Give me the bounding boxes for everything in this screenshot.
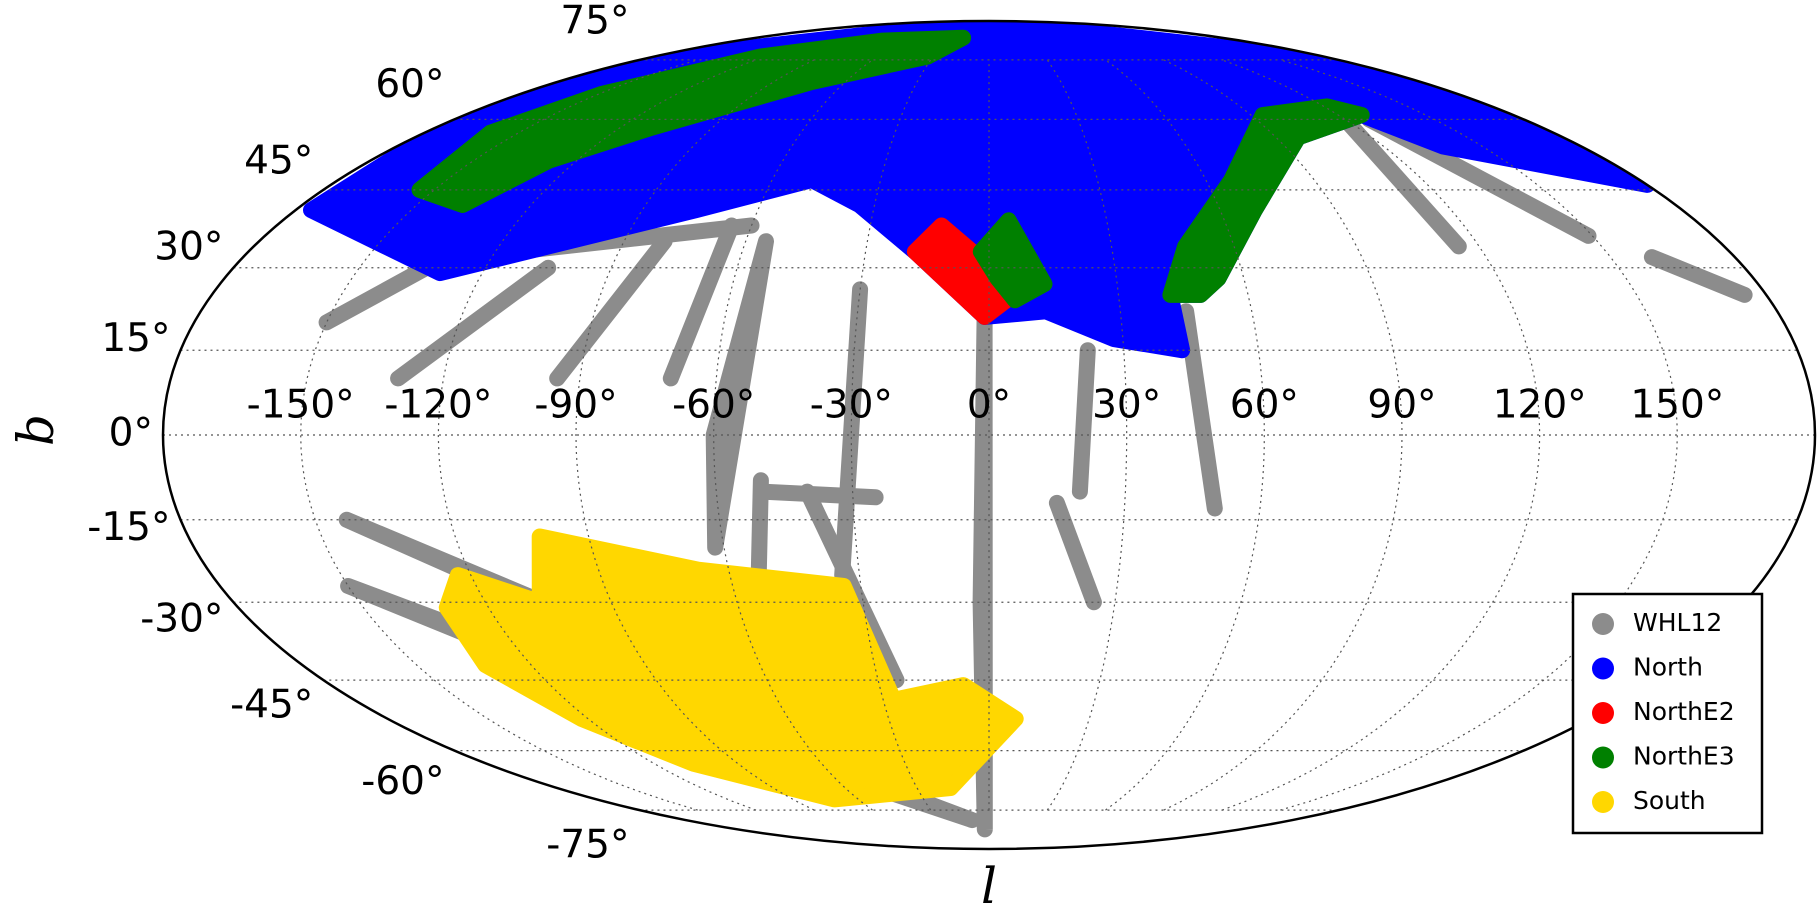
x-tick-label: 150° (1630, 383, 1724, 428)
legend-label: North (1633, 653, 1703, 682)
footprint (1162, 98, 1370, 303)
meridian-grid-line (850, 59, 932, 811)
y-tick-label: 0° (109, 411, 153, 456)
y-tick-label: -45° (230, 682, 313, 727)
footprint (662, 217, 740, 387)
footprint (411, 29, 972, 213)
x-tick-label: -90° (534, 383, 617, 428)
footprint (438, 528, 1024, 808)
sky-boundary (161, 19, 1817, 851)
x-tick-label: -60° (672, 383, 755, 428)
footprint (1333, 107, 1467, 255)
y-tick-label: -15° (87, 505, 170, 550)
y-tick-label: 75° (560, 0, 629, 44)
x-tick-label: 0° (967, 383, 1011, 428)
x-tick-label: -150° (247, 383, 355, 428)
meridian-grid-line (1221, 59, 1541, 811)
y-tick-label: 30° (154, 224, 223, 269)
meridian-grid-line (1105, 59, 1265, 811)
footprint (753, 483, 884, 506)
y-tick-label: -30° (140, 597, 223, 642)
legend: WHL12 North NorthE2 NorthE3 South (1571, 592, 1764, 835)
meridian-grid-line (437, 59, 757, 811)
legend-marker (1592, 791, 1614, 813)
meridian-grid-line (1163, 59, 1403, 811)
grid (163, 59, 1815, 811)
legend-marker (1592, 746, 1614, 769)
meridian-grid-line (713, 59, 873, 811)
meridian-grid-line (575, 59, 815, 811)
legend-label: WHL12 (1633, 608, 1722, 637)
x-tick-label: 120° (1493, 383, 1587, 428)
footprint (1071, 342, 1096, 500)
x-tick-label: -120° (384, 383, 492, 428)
legend-label: NorthE3 (1633, 742, 1735, 771)
x-tick-label: 60° (1230, 383, 1299, 428)
x-tick-label: 90° (1367, 383, 1436, 428)
y-tick-label: 60° (375, 62, 444, 107)
legend-marker (1592, 702, 1614, 724)
x-axis-label: l (981, 857, 997, 915)
labels: -150° -120° -90° -60° -30° 0° 30° 60° 90° 120° 150… (87, 0, 1724, 867)
footprint (705, 233, 774, 556)
footprint (972, 212, 1053, 309)
y-tick-label: -60° (361, 759, 444, 804)
meridian-grid-line (1046, 59, 1128, 811)
footprint (1643, 249, 1753, 303)
meridian-grid-line (1280, 59, 1678, 811)
y-tick-label: 45° (244, 139, 313, 184)
footprint (1178, 303, 1223, 517)
legend-marker (1592, 613, 1614, 635)
legend-label: South (1633, 786, 1706, 815)
x-tick-label: 30° (1092, 383, 1161, 428)
footprint (799, 483, 905, 689)
legend-label: NorthE2 (1633, 697, 1735, 726)
y-tick-label: 15° (101, 316, 170, 361)
footprint (1048, 494, 1102, 611)
footprint (549, 233, 673, 387)
x-tick-label: -30° (810, 383, 893, 428)
y-tick-label: -75° (546, 822, 629, 867)
legend-marker (1592, 657, 1614, 680)
footprint (390, 259, 557, 387)
y-axis-label: b (7, 414, 65, 446)
meridian-grid-line (300, 59, 698, 811)
footprint (1361, 111, 1597, 244)
